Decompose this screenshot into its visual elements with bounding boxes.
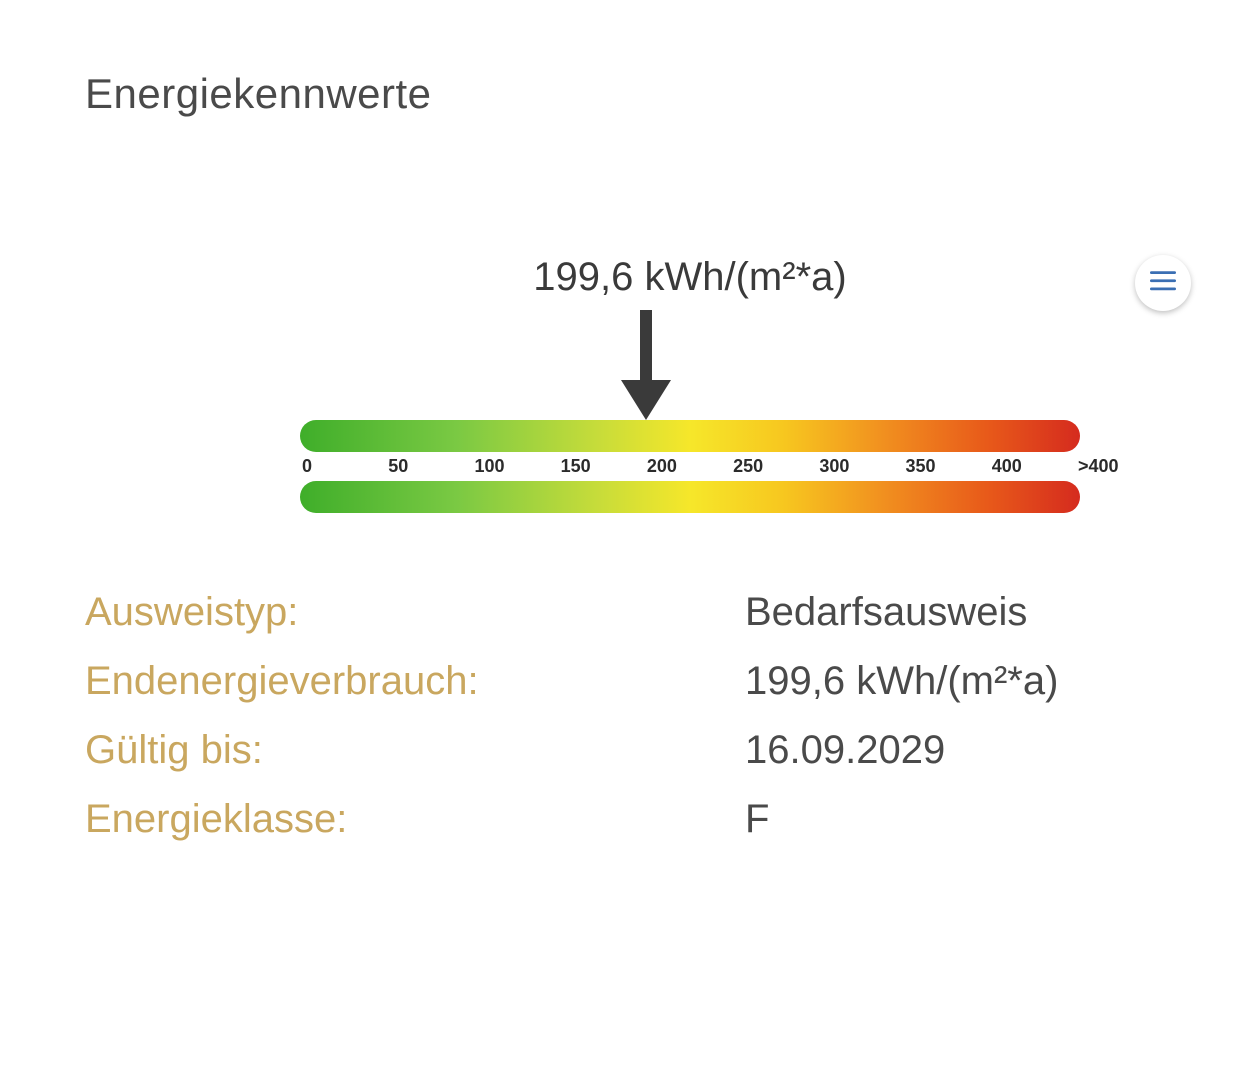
gauge-bars: 050100150200250300350400>400 (300, 420, 1080, 513)
detail-row: Energieklasse:F (85, 797, 1165, 842)
gauge-arrow-track (300, 300, 1080, 420)
arrow-down-icon (616, 310, 676, 420)
detail-label: Ausweistyp: (85, 590, 745, 635)
menu-icon (1150, 271, 1176, 296)
energy-gauge: 199,6 kWh/(m²*a) 05010015020025030035040… (300, 255, 1080, 513)
gauge-bar-bottom (300, 481, 1080, 513)
detail-row: Gültig bis:16.09.2029 (85, 728, 1165, 773)
energy-widget: Energiekennwerte 199,6 kWh/(m²*a) (0, 0, 1251, 1080)
detail-value: 16.09.2029 (745, 728, 945, 773)
detail-value: 199,6 kWh/(m²*a) (745, 659, 1058, 704)
page-title: Energiekennwerte (85, 70, 1166, 118)
gauge-scale-labels: 050100150200250300350400>400 (300, 452, 1080, 481)
details-list: Ausweistyp:BedarfsausweisEndenergieverbr… (85, 590, 1165, 866)
detail-label: Endenergieverbrauch: (85, 659, 745, 704)
gauge-value-label: 199,6 kWh/(m²*a) (300, 255, 1080, 300)
detail-row: Ausweistyp:Bedarfsausweis (85, 590, 1165, 635)
detail-label: Gültig bis: (85, 728, 745, 773)
gauge-bar-top (300, 420, 1080, 452)
menu-button[interactable] (1135, 255, 1191, 311)
detail-label: Energieklasse: (85, 797, 745, 842)
detail-row: Endenergieverbrauch:199,6 kWh/(m²*a) (85, 659, 1165, 704)
detail-value: F (745, 797, 769, 842)
detail-value: Bedarfsausweis (745, 590, 1027, 635)
